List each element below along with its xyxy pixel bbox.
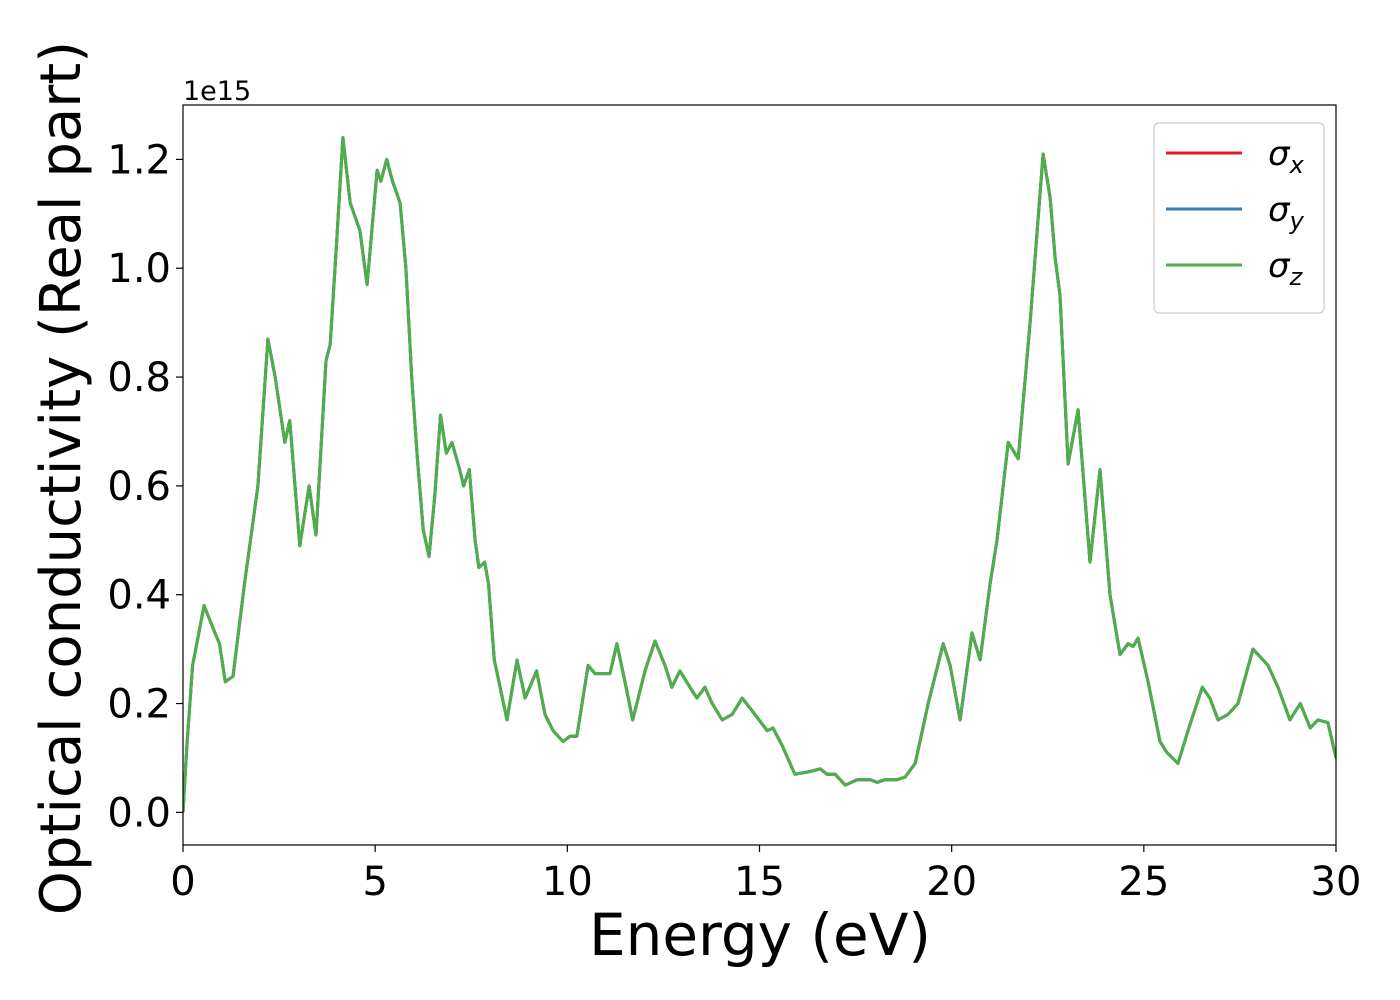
x-tick-label: 20	[926, 859, 977, 905]
x-tick-label: 5	[362, 859, 387, 905]
y-tick-label: 0.2	[107, 682, 171, 728]
y-tick-label: 0.0	[107, 790, 171, 836]
x-tick-label: 30	[1311, 859, 1362, 905]
y-tick-label: 1.2	[107, 137, 171, 183]
y-axis-label: Optical conductivity (Real part)	[29, 41, 94, 915]
y-tick-label: 0.8	[107, 355, 171, 401]
series-line	[183, 136, 1336, 813]
legend-label: σx	[1268, 134, 1305, 179]
x-axis-label: Energy (eV)	[589, 901, 931, 969]
y-tick-label: 1.0	[107, 246, 171, 292]
y-tick-label: 0.6	[107, 464, 171, 510]
y-offset-text: 1e15	[183, 76, 251, 107]
legend-label: σz	[1268, 246, 1304, 291]
x-tick-label: 10	[542, 859, 593, 905]
legend-label: σy	[1268, 190, 1305, 235]
x-tick-label: 25	[1118, 859, 1169, 905]
x-tick-label: 15	[734, 859, 785, 905]
plot-frame	[182, 104, 1337, 846]
y-tick-label: 0.4	[107, 573, 171, 619]
x-tick-label: 0	[170, 859, 195, 905]
